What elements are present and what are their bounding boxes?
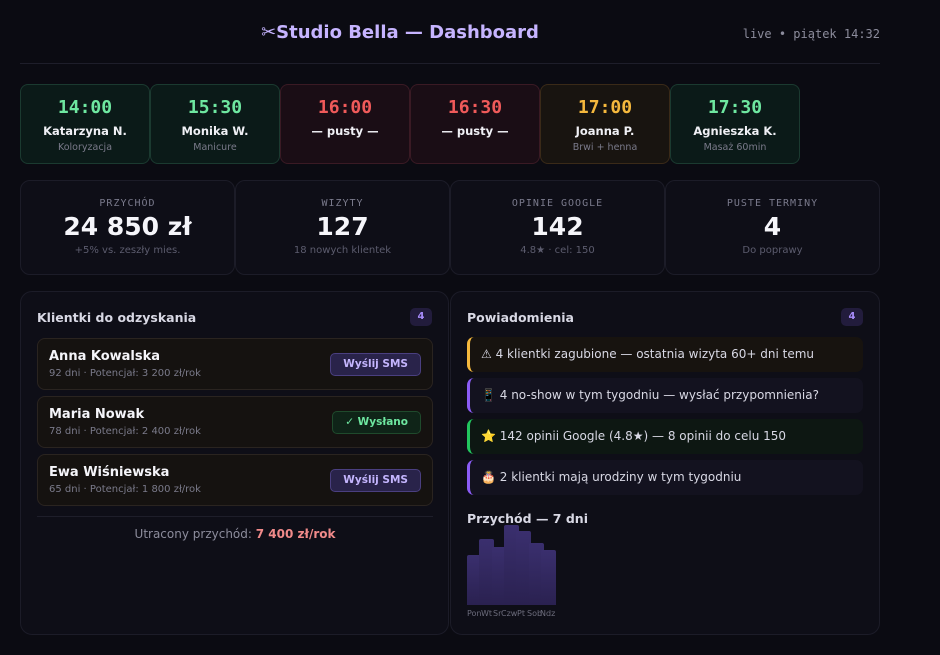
client-name: Ewa Wiśniewska bbox=[49, 465, 170, 480]
chart-day-label: Ndz bbox=[540, 609, 556, 618]
notifications-panel: Powiadomienia 4 ⚠ 4 klientki zagubione —… bbox=[450, 291, 880, 635]
chart-day-label: Wt bbox=[481, 609, 493, 618]
slot-client-name: Agnieszka K. bbox=[693, 124, 777, 138]
stat-sub: 4.8★ · cel: 150 bbox=[520, 245, 595, 256]
chart-bar-pt bbox=[516, 531, 532, 605]
client-row: Ewa Wiśniewska 65 dni · Potencjał: 1 800… bbox=[37, 454, 433, 506]
chart-bar-sr bbox=[491, 547, 507, 605]
chart-day-label: Sob bbox=[527, 609, 543, 618]
slot-time: 17:30 bbox=[707, 97, 763, 118]
chart-day-label: Sr bbox=[493, 609, 502, 618]
slot-service: Brwi + henna bbox=[572, 142, 638, 153]
client-meta: 92 dni · Potencjał: 3 200 zł/rok bbox=[49, 368, 201, 379]
count-badge: 4 bbox=[841, 308, 863, 326]
slot-card[interactable]: 16:00 — pusty — bbox=[280, 84, 410, 164]
dashboard-header: ✂Studio Bella — Dashboard live • piątek … bbox=[20, 0, 880, 64]
send-sms-button[interactable]: Wyślij SMS bbox=[330, 353, 421, 376]
stat-card-visits: WIZYTY 127 18 nowych klientek bbox=[235, 180, 450, 275]
notification-no-show[interactable]: 📱 4 no-show w tym tygodniu — wysłać przy… bbox=[467, 378, 863, 413]
chart-bar-wt bbox=[479, 539, 495, 605]
slot-card[interactable]: 17:30 Agnieszka K. Masaż 60min bbox=[670, 84, 800, 164]
lost-revenue: Utracony przychód: 7 400 zł/rok bbox=[37, 516, 433, 541]
slot-client-name: Monika W. bbox=[181, 124, 249, 138]
panel-title: Powiadomienia bbox=[467, 310, 574, 325]
slot-service: Koloryzacja bbox=[57, 142, 113, 153]
revenue-bar-chart: Pon Wt Sr Czw Pt Sob Ndz bbox=[467, 525, 556, 618]
revenue-chart-title: Przychód — 7 dni bbox=[467, 511, 588, 526]
notification-lost-clients[interactable]: ⚠ 4 klientki zagubione — ostatnia wizyta… bbox=[467, 337, 863, 372]
notification-birthdays[interactable]: 🎂 2 klientki mają urodziny w tym tygodni… bbox=[467, 460, 863, 495]
stat-label: OPINIE GOOGLE bbox=[511, 198, 604, 209]
slot-time: 16:30 bbox=[447, 97, 503, 118]
slot-time: 17:00 bbox=[577, 97, 633, 118]
chart-day-label: Pt bbox=[517, 609, 525, 618]
stat-value: 142 bbox=[531, 212, 584, 241]
lost-revenue-value: 7 400 zł/rok bbox=[255, 527, 336, 541]
slot-time: 16:00 bbox=[317, 97, 373, 118]
chart-bar-sob bbox=[528, 543, 544, 605]
notification-google-reviews[interactable]: ⭐ 142 opinii Google (4.8★) — 8 opinii do… bbox=[467, 419, 863, 454]
stat-card-revenue: PRZYCHÓD 24 850 zł +5% vs. zeszły mies. bbox=[20, 180, 235, 275]
chart-day-label: Czw bbox=[501, 609, 518, 618]
slot-card[interactable]: 14:00 Katarzyna N. Koloryzacja bbox=[20, 84, 150, 164]
chart-bar-ndz bbox=[540, 550, 556, 605]
send-sms-button[interactable]: Wyślij SMS bbox=[330, 469, 421, 492]
page-title: ✂Studio Bella — Dashboard bbox=[261, 22, 539, 43]
sent-status-button[interactable]: ✓ Wysłano bbox=[332, 411, 421, 434]
slot-service: Masaż 60min bbox=[703, 142, 767, 153]
client-meta: 78 dni · Potencjał: 2 400 zł/rok bbox=[49, 426, 201, 437]
stat-card-empty-slots: PUSTE TERMINY 4 Do poprawy bbox=[665, 180, 880, 275]
client-meta: 65 dni · Potencjał: 1 800 zł/rok bbox=[49, 484, 201, 495]
client-row: Anna Kowalska 92 dni · Potencjał: 3 200 … bbox=[37, 338, 433, 390]
stat-card-reviews: OPINIE GOOGLE 142 4.8★ · cel: 150 bbox=[450, 180, 665, 275]
stat-sub: +5% vs. zeszły mies. bbox=[74, 245, 181, 256]
clients-panel: Klientki do odzyskania 4 Anna Kowalska 9… bbox=[20, 291, 449, 635]
stat-label: PUSTE TERMINY bbox=[726, 198, 819, 209]
chart-day-label: Pon bbox=[467, 609, 482, 618]
slot-client-name: Katarzyna N. bbox=[43, 124, 127, 138]
chart-bar-pon bbox=[467, 555, 482, 605]
slot-time: 15:30 bbox=[187, 97, 243, 118]
slot-client-name: — pusty — bbox=[311, 124, 379, 138]
stat-value: 4 bbox=[763, 212, 782, 241]
client-name: Maria Nowak bbox=[49, 407, 145, 422]
count-badge: 4 bbox=[410, 308, 432, 326]
chart-bar-czw bbox=[503, 525, 519, 605]
slot-card[interactable]: 16:30 — pusty — bbox=[410, 84, 540, 164]
stat-value: 127 bbox=[316, 212, 369, 241]
stat-sub: Do poprawy bbox=[742, 245, 803, 256]
stat-value: 24 850 zł bbox=[63, 212, 192, 241]
stat-sub: 18 nowych klientek bbox=[293, 245, 392, 256]
panel-title: Klientki do odzyskania bbox=[37, 310, 197, 325]
slot-client-name: — pusty — bbox=[441, 124, 509, 138]
lost-revenue-label: Utracony przychód: bbox=[134, 527, 256, 541]
stat-label: PRZYCHÓD bbox=[99, 198, 156, 209]
slot-service: Manicure bbox=[193, 142, 237, 153]
live-status: live • piątek 14:32 bbox=[742, 27, 880, 41]
slot-client-name: Joanna P. bbox=[575, 124, 635, 138]
slot-card[interactable]: 17:00 Joanna P. Brwi + henna bbox=[540, 84, 670, 164]
slot-card[interactable]: 15:30 Monika W. Manicure bbox=[150, 84, 280, 164]
client-name: Anna Kowalska bbox=[49, 349, 161, 364]
stat-label: WIZYTY bbox=[321, 198, 364, 209]
slot-time: 14:00 bbox=[57, 97, 113, 118]
client-row: Maria Nowak 78 dni · Potencjał: 2 400 zł… bbox=[37, 396, 433, 448]
